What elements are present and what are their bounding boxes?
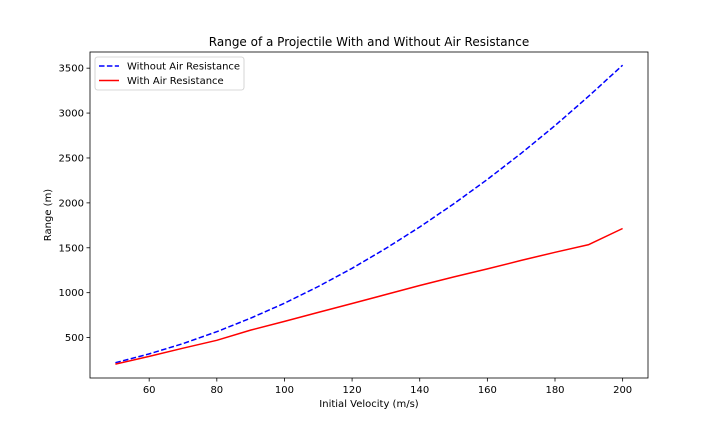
x-tick-label: 80 [210, 385, 223, 396]
x-tick-label: 100 [275, 385, 294, 396]
y-tick-label: 3500 [59, 64, 84, 75]
x-tick-label: 140 [410, 385, 429, 396]
legend-box [94, 56, 245, 91]
x-tick-label: 60 [143, 385, 156, 396]
x-tick-label: 160 [478, 385, 497, 396]
legend: Without Air Resistance With Air Resistanc… [94, 56, 245, 91]
x-tick-label: 120 [343, 385, 362, 396]
x-tick-label: 180 [545, 385, 564, 396]
y-axis-label: Range (m) [43, 189, 54, 242]
plot-area [90, 52, 648, 378]
x-axis: 60 80 100 120 140 160 180 200 [143, 378, 632, 396]
y-axis: 500 1000 1500 2000 2500 3000 3500 [59, 64, 90, 344]
y-tick-label: 2000 [59, 198, 84, 209]
series-line-2 [115, 227, 623, 365]
x-tick-label: 200 [613, 385, 632, 396]
y-tick-label: 1000 [59, 288, 84, 299]
y-tick-label: 500 [65, 333, 84, 344]
y-tick-label: 2500 [59, 153, 84, 164]
chart-title: Range of a Projectile With and Without A… [209, 35, 529, 49]
x-axis-label: Initial Velocity (m/s) [319, 399, 418, 410]
y-tick-label: 3000 [59, 109, 84, 120]
plot-frame [89, 51, 649, 379]
legend-label-1: Without Air Resistance [127, 62, 240, 73]
series-line-1 [115, 64, 624, 364]
series-lines [115, 64, 624, 365]
y-tick-label: 1500 [59, 243, 84, 254]
legend-label-2: With Air Resistance [127, 76, 224, 87]
